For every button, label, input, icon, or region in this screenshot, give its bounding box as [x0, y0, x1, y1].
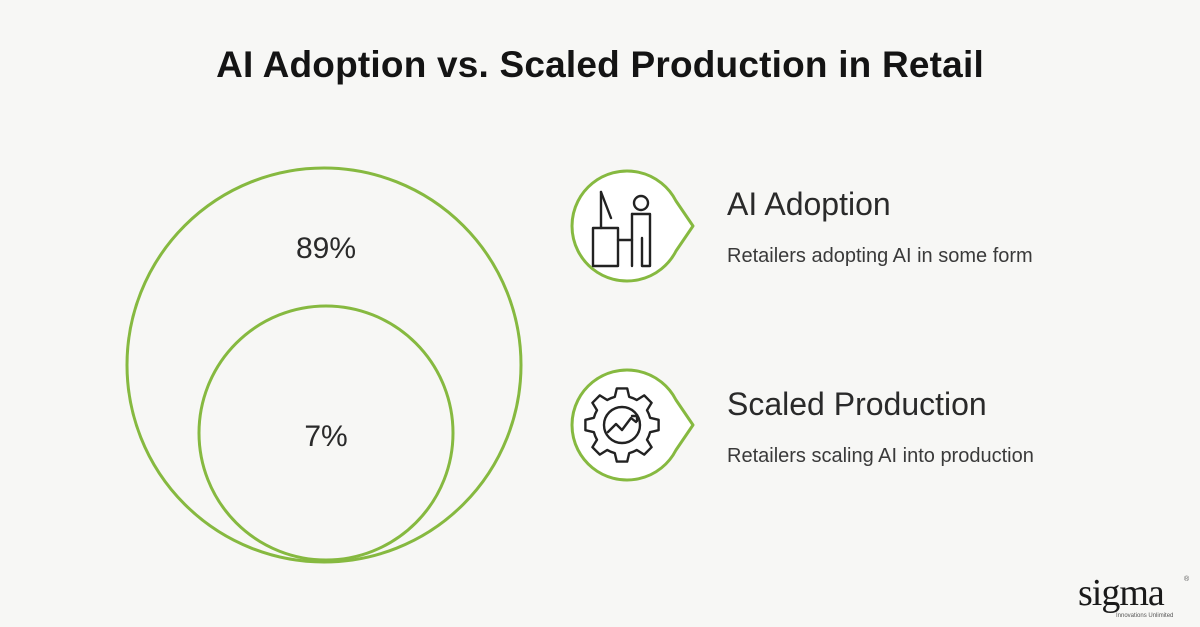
legend-description: Retailers scaling AI into production: [727, 445, 1034, 467]
sigma-logo: sigma Innovations Unlimited ®: [1078, 572, 1190, 620]
outer-circle-label: 89%: [296, 232, 356, 265]
logo-wordmark: sigma: [1078, 572, 1165, 614]
logo-registered-mark: ®: [1184, 576, 1190, 583]
page-title: AI Adoption vs. Scaled Production in Ret…: [216, 44, 984, 85]
outer-circle: [125, 166, 523, 564]
inner-circle: [197, 304, 455, 562]
legend-heading: Scaled Production: [727, 386, 987, 422]
scaled-production-bubble: [570, 368, 695, 482]
legend-item-scaled-production: Scaled Production Retailers scaling AI i…: [727, 386, 1034, 468]
gear-chart-icon: [584, 387, 660, 463]
legend-item-ai-adoption: AI Adoption Retailers adopting AI in som…: [727, 186, 1033, 268]
person-at-desk-icon: [591, 190, 652, 268]
ai-adoption-bubble: [570, 169, 695, 283]
inner-circle-label: 7%: [304, 420, 347, 453]
logo-tagline: Innovations Unlimited: [1116, 613, 1174, 619]
legend-description: Retailers adopting AI in some form: [727, 245, 1033, 267]
legend-heading: AI Adoption: [727, 186, 891, 222]
